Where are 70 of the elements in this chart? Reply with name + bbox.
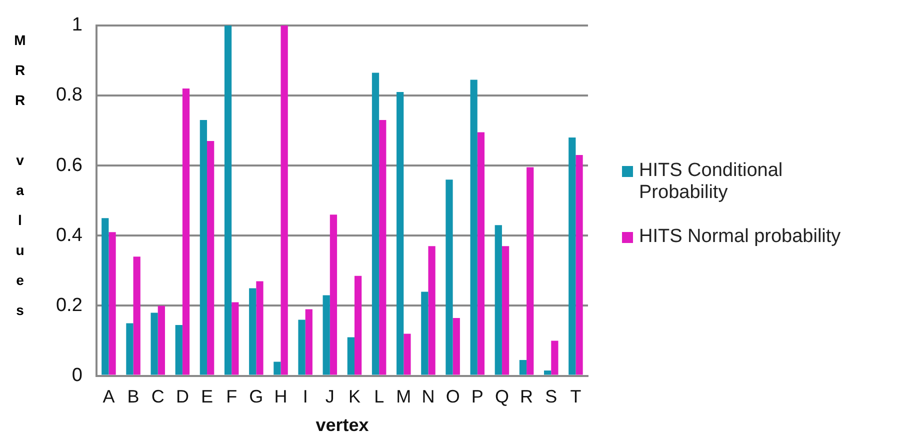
y-tick-label: 0 xyxy=(72,365,82,386)
x-tick-label: C xyxy=(151,386,164,407)
x-tick-label: P xyxy=(471,386,484,407)
bar xyxy=(298,320,306,375)
bar xyxy=(347,337,354,375)
bar xyxy=(379,120,386,375)
bar xyxy=(551,340,558,375)
bar xyxy=(372,72,380,375)
bar xyxy=(544,370,552,375)
bar xyxy=(108,232,116,375)
bar xyxy=(126,323,134,375)
bar xyxy=(330,214,338,375)
x-tick-label: I xyxy=(302,386,308,407)
bar xyxy=(526,167,534,375)
bar xyxy=(470,80,478,375)
bar xyxy=(256,281,264,375)
bar xyxy=(477,132,485,375)
bar xyxy=(305,309,312,375)
x-tick-label: D xyxy=(176,386,189,407)
bar xyxy=(207,141,214,375)
bar xyxy=(322,295,330,375)
bar xyxy=(446,180,453,375)
bar xyxy=(502,246,510,375)
bar xyxy=(568,138,576,375)
bar xyxy=(494,225,502,375)
bar xyxy=(133,256,140,375)
x-axis-title: vertex xyxy=(316,415,369,436)
bar xyxy=(452,318,460,375)
x-tick-label: E xyxy=(201,386,214,407)
bar xyxy=(428,246,436,375)
y-tick-label: 0.6 xyxy=(56,154,82,176)
bar xyxy=(354,276,362,375)
x-tick-label: M xyxy=(396,386,412,407)
bar xyxy=(421,292,428,375)
legend-label: HITS Normal probability xyxy=(639,226,841,248)
x-tick-label: Q xyxy=(494,386,509,407)
bar xyxy=(182,88,190,375)
x-tick-label: O xyxy=(446,386,460,407)
bar xyxy=(102,218,109,375)
x-tick-label: B xyxy=(127,386,140,407)
bar xyxy=(158,306,165,375)
bar xyxy=(576,155,583,375)
bar xyxy=(175,324,182,375)
bar xyxy=(404,334,411,375)
legend-label: HITS Conditional Probability xyxy=(639,160,784,204)
x-tick-label: F xyxy=(226,386,238,407)
x-tick-label: H xyxy=(274,386,288,407)
x-tick-label: A xyxy=(102,386,115,407)
y-tick-label: 0.2 xyxy=(56,294,82,316)
bar xyxy=(150,312,158,375)
x-tick-label: N xyxy=(422,386,435,407)
bar xyxy=(280,25,288,375)
x-tick-label: K xyxy=(348,386,361,407)
bar xyxy=(224,25,232,375)
bar xyxy=(519,360,527,375)
bar xyxy=(396,92,404,375)
x-tick-label: S xyxy=(545,386,558,407)
bar xyxy=(249,288,256,375)
y-tick-label: 1 xyxy=(72,14,82,36)
y-axis-title: MRR values xyxy=(11,32,29,332)
x-tick-label: G xyxy=(249,386,264,407)
bar xyxy=(274,362,281,375)
bar xyxy=(200,120,208,375)
x-tick-label: T xyxy=(570,386,582,407)
y-tick-label: 0.8 xyxy=(56,84,82,106)
bar xyxy=(232,302,239,375)
x-tick-label: J xyxy=(325,386,334,407)
x-tick-label: L xyxy=(374,386,384,407)
x-tick-label: R xyxy=(520,386,534,407)
y-tick-label: 0.4 xyxy=(56,224,83,246)
